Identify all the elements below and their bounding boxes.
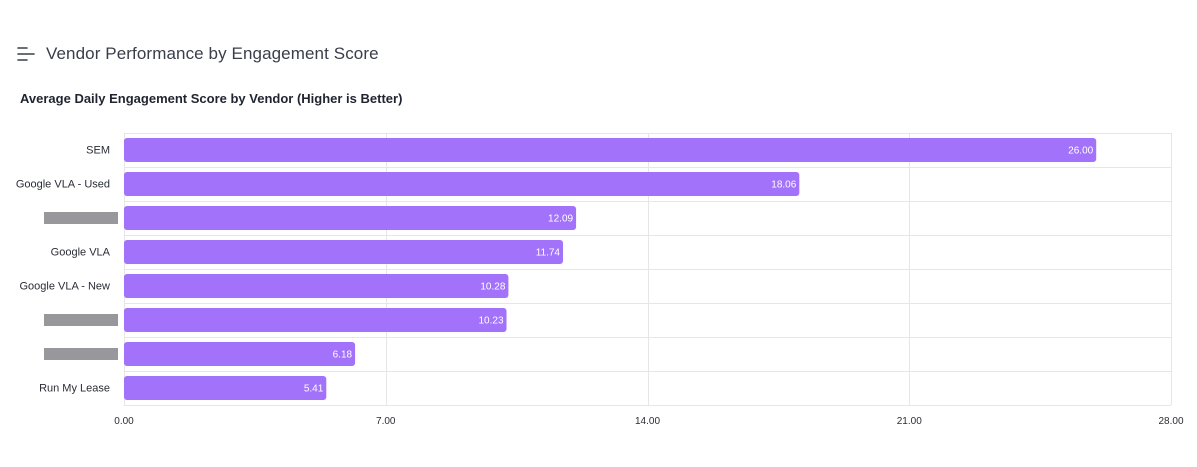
x-tick-label: 0.00 [114, 416, 134, 427]
x-tick-label: 21.00 [897, 416, 922, 427]
page-title: Vendor Performance by Engagement Score [46, 44, 379, 63]
category-label: Google VLA - New [20, 281, 111, 293]
bar-value-label: 11.74 [536, 248, 561, 259]
bar-value-label: 18.06 [771, 180, 796, 191]
x-tick-label: 14.00 [635, 416, 660, 427]
bar [124, 376, 327, 400]
bar [124, 206, 577, 230]
bar-value-label: 26.00 [1068, 146, 1093, 157]
bar-value-label: 5.41 [304, 384, 324, 395]
bar [124, 138, 1097, 162]
redacted-label [44, 348, 118, 360]
chart-header: Vendor Performance by Engagement Score [16, 40, 379, 68]
x-tick-label: 7.00 [376, 416, 396, 427]
bar [124, 172, 800, 196]
category-label: Run My Lease [39, 383, 110, 395]
redacted-label [44, 314, 118, 326]
bar-value-label: 12.09 [548, 214, 573, 225]
menu-lines-icon[interactable] [16, 44, 36, 64]
bar-value-label: 6.18 [333, 350, 353, 361]
category-label: SEM [86, 145, 110, 157]
bar-value-label: 10.23 [478, 316, 503, 327]
bar [124, 274, 509, 298]
bar [124, 342, 356, 366]
bar-value-label: 10.28 [480, 282, 505, 293]
category-label: Google VLA - Used [16, 179, 110, 191]
bar [124, 308, 507, 332]
redacted-label [44, 212, 118, 224]
x-tick-label: 28.00 [1158, 416, 1183, 427]
chart-title: Average Daily Engagement Score by Vendor… [20, 91, 403, 106]
category-label: Google VLA [51, 247, 111, 259]
bar [124, 240, 563, 264]
